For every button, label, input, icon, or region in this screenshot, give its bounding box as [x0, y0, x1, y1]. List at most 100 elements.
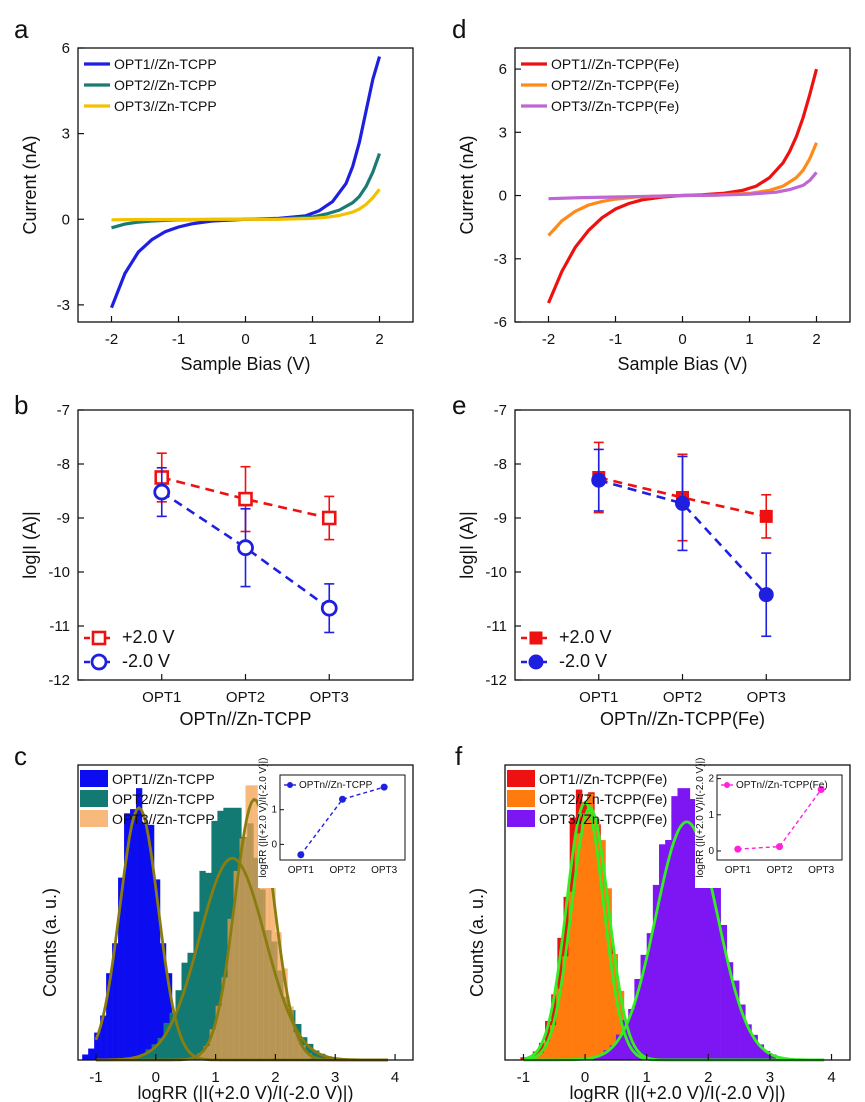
histogram-bar-2	[599, 840, 606, 1060]
legend-label: +2.0 V	[122, 627, 175, 647]
x-axis-title: Sample Bias (V)	[180, 354, 310, 374]
inset-legend-marker	[287, 782, 293, 788]
x-tick-label: 4	[391, 1069, 399, 1086]
series-dashed-line-2	[598, 478, 768, 596]
y-axis-title: log|I (A)|	[457, 511, 477, 578]
histogram-bar-2	[605, 888, 612, 1060]
x-tick-label: -2	[542, 331, 555, 348]
histogram-bar-2	[223, 807, 230, 1060]
histogram-bar-2	[145, 1049, 152, 1060]
histogram-bar-3	[689, 799, 697, 1060]
panel-letter-f: f	[455, 741, 463, 771]
histogram-bar-2	[611, 954, 619, 1060]
inset-y-tick-label: 2	[708, 774, 714, 785]
histogram-bar-3	[287, 1006, 294, 1060]
histogram-bar-3	[757, 1044, 765, 1060]
panel-b: OPT1 OPT2 OPT3 -12 -11 -10 -9 -8 -7 OPTn//Zn-TCPP…	[20, 402, 414, 729]
y-axis-title: Current (nA)	[457, 135, 477, 234]
x-tick-label: 0	[678, 331, 686, 348]
histogram-bar-3	[597, 1054, 604, 1060]
legend-label: OPT2//Zn-TCPP	[114, 77, 217, 93]
histogram-bar-3	[634, 978, 641, 1060]
legend-swatch	[80, 790, 108, 807]
histogram-bar-2	[217, 810, 224, 1060]
histogram-bar-3	[609, 1045, 617, 1060]
y-tick-label: -3	[57, 297, 70, 314]
legend-label: OPT2//Zn-TCPP(Fe)	[539, 791, 667, 807]
histogram-bar-1	[130, 809, 137, 1060]
x-tick-label: 0	[581, 1069, 589, 1086]
x-tick-label: 1	[745, 331, 753, 348]
legend-marker	[528, 654, 544, 670]
x-tick-label: 4	[827, 1069, 835, 1086]
legend-label: OPT3//Zn-TCPP	[114, 98, 217, 114]
data-point	[591, 472, 607, 488]
y-axis-title: log|I (A)|	[20, 511, 40, 578]
histogram-bar-2	[568, 891, 575, 1060]
histogram-bar-1	[142, 822, 149, 1060]
y-tick-label: -12	[485, 672, 507, 689]
histogram-bar-2	[543, 1041, 551, 1060]
y-tick-label: 0	[62, 211, 70, 228]
inset-point	[339, 795, 346, 803]
histogram-bar-3	[245, 785, 252, 1060]
histogram-bar-3	[720, 924, 728, 1060]
x-tick-label: OPT2	[663, 689, 702, 706]
histogram-bar-3	[603, 1050, 611, 1060]
histogram-bar-3	[732, 980, 740, 1060]
histogram-bar-3	[203, 1046, 210, 1060]
legend-swatch	[507, 790, 535, 807]
histogram-bar-3	[221, 977, 228, 1060]
histogram-bar-1	[147, 824, 155, 1060]
y-tick-label: -11	[486, 618, 507, 635]
x-axis-title: OPTn//Zn-TCPP(Fe)	[600, 709, 765, 729]
inset-x-tick-label: OPT2	[329, 865, 356, 876]
histogram-bar-2	[319, 1053, 326, 1060]
legend-label: OPT1//Zn-TCPP(Fe)	[551, 56, 679, 72]
histogram-bar-1	[100, 1015, 107, 1060]
inset-point	[817, 785, 825, 793]
histogram-bar-2	[163, 1022, 170, 1060]
legend-label: OPT3//Zn-TCPP	[112, 811, 215, 827]
x-tick-label: OPT1	[142, 689, 181, 706]
inset-y-axis-title: logRR (|I(+2.0 V)/I(-2.0 V)|)	[258, 758, 269, 878]
histogram-bar-2	[593, 818, 600, 1060]
histogram-bar-3	[677, 788, 684, 1060]
series-dashed-line-1	[598, 476, 767, 518]
x-tick-label: 0	[241, 331, 249, 348]
x-tick-label: 0	[152, 1069, 160, 1086]
histogram-bar-3	[702, 825, 709, 1060]
legend-swatch	[507, 770, 535, 787]
histogram-bar-1	[112, 943, 119, 1060]
histogram-bar-2	[151, 1044, 158, 1060]
histogram-bar-3	[251, 785, 258, 1060]
histogram-bar-1	[88, 1048, 95, 1060]
legend-label: OPT3//Zn-TCPP(Fe)	[551, 98, 679, 114]
plot-c-frame	[77, 764, 414, 1061]
x-tick-label: 1	[211, 1069, 219, 1086]
x-tick-label: -1	[89, 1069, 102, 1086]
y-tick-label: -6	[494, 314, 507, 331]
histogram-bar-3	[305, 1053, 312, 1060]
x-tick-label: OPT2	[226, 689, 265, 706]
x-axis-title: Sample Bias (V)	[617, 354, 747, 374]
panel-letter-c: c	[14, 741, 27, 771]
y-tick-label: -9	[57, 510, 70, 527]
legend-swatch	[507, 810, 535, 827]
inset-line	[300, 786, 385, 856]
panel-letter-b: b	[14, 390, 28, 420]
inset-legend-marker	[724, 782, 730, 788]
y-axis-title: Counts (a. u.)	[467, 888, 487, 997]
x-tick-label: 2	[375, 331, 383, 348]
histogram-bar-3	[227, 918, 234, 1060]
y-tick-label: -8	[57, 456, 70, 473]
histogram-bar-1	[159, 943, 167, 1060]
histogram-bar-2	[211, 820, 218, 1060]
histogram-bar-3	[659, 844, 666, 1060]
panel-letter-d: d	[452, 14, 466, 44]
y-axis-title: Current (nA)	[20, 135, 40, 234]
legend-label: -2.0 V	[122, 651, 170, 671]
legend-label: +2.0 V	[559, 627, 612, 647]
data-point	[759, 509, 773, 523]
